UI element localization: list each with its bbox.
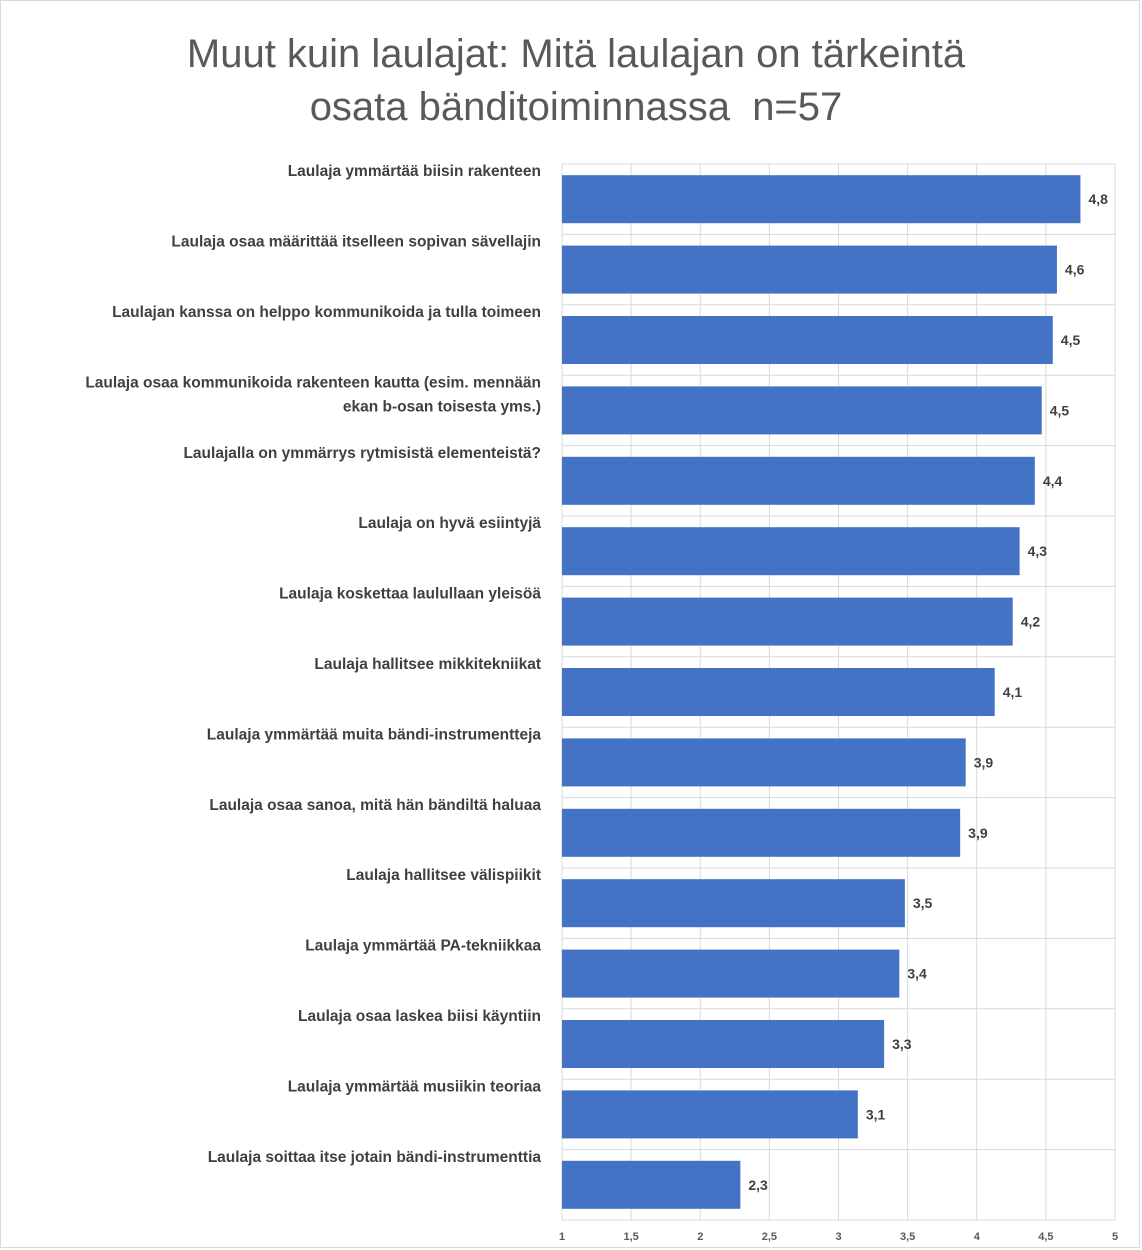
bar	[562, 456, 1035, 505]
category-label: Laulaja ymmärtää musiikin teoriaa	[288, 1078, 542, 1095]
value-label: 3,1	[866, 1106, 886, 1122]
value-label: 3,4	[907, 966, 927, 982]
value-label: 4,2	[1021, 614, 1041, 630]
value-label: 4,5	[1061, 332, 1081, 348]
bar	[562, 1090, 858, 1139]
bar	[562, 245, 1057, 294]
value-label: 4,1	[1003, 684, 1023, 700]
bar	[562, 1020, 885, 1068]
chart-title: Muut kuin laulajat: Mitä laulajan on tär…	[0, 28, 1142, 134]
category-label: Laulaja hallitsee mikkitekniikat	[314, 656, 541, 673]
value-label: 4,5	[1050, 402, 1070, 418]
value-label: 4,8	[1088, 191, 1108, 207]
x-tick-label: 3,5	[900, 1231, 915, 1243]
category-label: Laulaja hallitsee välispiikit	[346, 867, 541, 884]
category-label: Laulaja osaa kommunikoida rakenteen kaut…	[85, 374, 541, 391]
chart-title-line-1: Muut kuin laulajat: Mitä laulajan on tär…	[186, 32, 966, 76]
bar	[562, 386, 1042, 435]
category-label: Laulaja osaa laskea biisi käyntiin	[298, 1008, 541, 1025]
category-label: Laulajan kanssa on helppo kommunikoida j…	[112, 304, 541, 321]
x-tick-label: 1,5	[623, 1231, 638, 1243]
x-tick-label: 4,5	[1038, 1231, 1053, 1243]
bar	[562, 175, 1081, 224]
x-tick-label: 2,5	[762, 1231, 777, 1243]
category-label: Laulaja soittaa itse jotain bändi-instru…	[208, 1149, 542, 1166]
category-label: Laulaja ymmärtää biisin rakenteen	[288, 163, 541, 180]
value-label: 4,6	[1065, 262, 1085, 278]
category-label: ekan b-osan toisesta yms.)	[343, 398, 541, 415]
category-label: Laulajalla on ymmärrys rytmisistä elemen…	[183, 445, 541, 462]
bar	[562, 668, 995, 716]
value-label: 3,3	[892, 1036, 912, 1052]
chart-title-line-2: osata bänditoiminnassa n=57	[309, 85, 843, 129]
category-label: Laulaja osaa sanoa, mitä hän bändiltä ha…	[209, 797, 541, 814]
category-label: Laulaja osaa määrittää itselleen sopivan…	[171, 234, 541, 251]
bar	[562, 808, 961, 857]
value-label: 3,9	[968, 825, 988, 841]
x-tick-label: 1	[559, 1231, 565, 1243]
bar	[562, 738, 966, 787]
x-tick-label: 2	[697, 1231, 703, 1243]
value-label: 4,4	[1043, 473, 1063, 489]
value-label: 2,3	[748, 1177, 768, 1193]
bar	[562, 527, 1020, 576]
value-label: 3,9	[974, 754, 994, 770]
category-label: Laulaja ymmärtää PA-tekniikkaa	[305, 938, 541, 955]
bar	[562, 879, 905, 928]
bar	[562, 597, 1013, 646]
category-label: Laulaja ymmärtää muita bändi-instrumentt…	[207, 726, 542, 743]
value-label: 3,5	[913, 895, 933, 911]
bar	[562, 1160, 741, 1209]
category-label: Laulaja koskettaa laulullaan yleisöä	[279, 586, 541, 603]
x-tick-label: 4	[974, 1231, 981, 1243]
x-tick-label: 5	[1112, 1231, 1118, 1243]
bar	[562, 316, 1053, 364]
value-label: 4,3	[1028, 543, 1048, 559]
bar	[562, 949, 900, 998]
category-label: Laulaja on hyvä esiintyjä	[358, 515, 541, 532]
x-tick-label: 3	[835, 1231, 841, 1243]
